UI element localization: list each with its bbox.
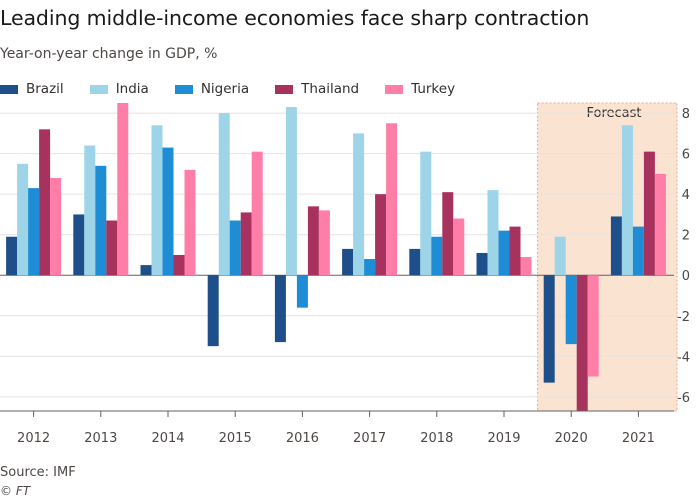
y-tick-label: 8 <box>682 107 690 122</box>
bar-turkey-2016 <box>318 210 330 276</box>
bar-turkey-2014 <box>184 169 196 276</box>
x-tick-label: 2021 <box>622 431 655 446</box>
bar-india-2014 <box>151 125 163 276</box>
bar-thailand-2013 <box>106 220 118 276</box>
legend-label-nigeria: Nigeria <box>200 81 250 97</box>
bar-brazil-2018 <box>409 248 421 276</box>
legend-swatch-nigeria <box>174 84 193 94</box>
x-tick-label: 2012 <box>17 431 50 446</box>
bar-brazil-2020 <box>543 275 555 383</box>
x-tick-label: 2017 <box>353 431 386 446</box>
bar-nigeria-2019 <box>498 230 510 276</box>
bar-nigeria-2018 <box>431 236 443 276</box>
legend-swatch-brazil <box>0 84 18 94</box>
bar-turkey-2021 <box>654 173 666 276</box>
credit-note: © FT <box>0 484 31 498</box>
legend-item-thailand: Thailand <box>275 81 359 97</box>
bar-india-2017 <box>353 133 365 276</box>
x-tick-label: 2018 <box>420 431 453 446</box>
bar-nigeria-2021 <box>632 226 644 276</box>
chart-title: Leading middle-income economies face sha… <box>0 6 590 30</box>
y-tick-label: -2 <box>677 310 690 325</box>
bar-nigeria-2020 <box>565 275 577 345</box>
legend-swatch-thailand <box>275 84 294 94</box>
bar-thailand-2018 <box>442 192 454 276</box>
legend-label-turkey: Turkey <box>411 81 456 97</box>
bar-turkey-2015 <box>251 151 263 276</box>
y-tick-label: -6 <box>677 391 690 406</box>
bar-india-2013 <box>84 145 96 276</box>
bar-turkey-2019 <box>520 257 532 276</box>
chart-subtitle: Year-on-year change in GDP, % <box>0 46 218 62</box>
x-tick-label: 2013 <box>84 431 117 446</box>
legend-swatch-turkey <box>385 84 404 94</box>
legend-item-india: India <box>89 81 149 97</box>
y-tick-label: 4 <box>682 188 690 203</box>
bar-brazil-2012 <box>6 236 18 276</box>
x-tick-label: 2015 <box>219 431 252 446</box>
y-tick-label: 2 <box>682 229 690 244</box>
bar-brazil-2013 <box>73 214 85 276</box>
legend: Brazil India Nigeria Thailand Turkey <box>0 79 481 99</box>
bar-nigeria-2015 <box>229 220 241 276</box>
bar-thailand-2014 <box>173 254 185 276</box>
y-tick-label: 6 <box>682 148 690 163</box>
legend-item-turkey: Turkey <box>385 81 455 97</box>
x-tick-label: 2014 <box>151 431 184 446</box>
bar-india-2015 <box>218 113 230 276</box>
legend-label-brazil: Brazil <box>26 81 64 97</box>
bar-thailand-2016 <box>307 206 319 276</box>
bar-brazil-2017 <box>342 248 354 276</box>
legend-swatch-india <box>89 84 108 94</box>
bar-brazil-2019 <box>476 252 488 276</box>
x-tick-label: 2016 <box>286 431 319 446</box>
bar-thailand-2019 <box>509 226 521 276</box>
bar-thailand-2021 <box>643 151 655 276</box>
legend-label-india: India <box>115 81 149 97</box>
bar-brazil-2014 <box>140 265 152 276</box>
bar-india-2021 <box>621 125 633 276</box>
bar-turkey-2013 <box>117 103 129 276</box>
bar-nigeria-2014 <box>162 147 174 276</box>
bar-turkey-2012 <box>50 177 62 276</box>
source-note: Source: IMF <box>0 465 76 480</box>
bar-india-2012 <box>17 163 29 276</box>
y-tick-label: 0 <box>682 269 690 284</box>
bar-thailand-2015 <box>240 212 252 276</box>
bar-nigeria-2012 <box>28 188 40 276</box>
bar-india-2016 <box>285 107 297 276</box>
legend-label-thailand: Thailand <box>301 81 360 97</box>
bar-turkey-2017 <box>386 123 398 276</box>
bar-brazil-2021 <box>610 216 622 276</box>
y-tick-label: -4 <box>677 350 690 365</box>
bar-brazil-2016 <box>274 275 286 343</box>
x-tick-label: 2019 <box>487 431 520 446</box>
bar-india-2020 <box>554 236 566 276</box>
bar-india-2018 <box>420 151 432 276</box>
legend-item-brazil: Brazil <box>0 81 64 97</box>
bar-thailand-2017 <box>375 194 387 276</box>
bar-thailand-2020 <box>576 275 588 411</box>
bar-nigeria-2013 <box>95 165 107 276</box>
bar-turkey-2020 <box>587 275 599 377</box>
bar-brazil-2015 <box>207 275 219 347</box>
bar-nigeria-2017 <box>364 259 376 276</box>
bar-nigeria-2016 <box>296 275 308 308</box>
bar-turkey-2018 <box>453 218 465 276</box>
bar-thailand-2012 <box>39 129 51 276</box>
bar-india-2019 <box>487 190 499 276</box>
legend-item-nigeria: Nigeria <box>174 81 250 97</box>
x-tick-label: 2020 <box>555 431 588 446</box>
